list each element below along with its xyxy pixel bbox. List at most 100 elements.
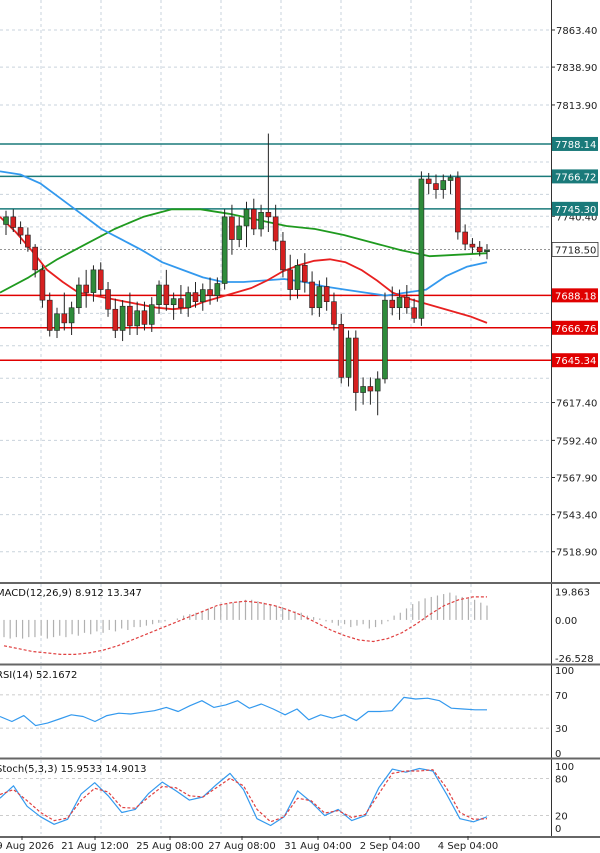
candle-bullish[interactable] (258, 212, 264, 230)
candle-bullish[interactable] (396, 296, 403, 309)
current-price-box (551, 242, 599, 257)
candle-bullish[interactable] (90, 269, 97, 293)
macd-label: MACD(12,26,9) 8.912 13.347 (0, 588, 142, 599)
candle-bearish[interactable] (404, 296, 410, 309)
candle-bearish[interactable] (112, 308, 119, 331)
candle-bearish[interactable] (105, 289, 111, 310)
candle-bearish[interactable] (272, 216, 279, 242)
candle-bearish[interactable] (10, 216, 17, 228)
price-y-tick-label: 7617.40 (556, 399, 597, 410)
candle-bearish[interactable] (476, 246, 483, 253)
candle-bearish[interactable] (229, 216, 235, 240)
candle-bearish[interactable] (250, 208, 257, 230)
candle-bearish[interactable] (25, 234, 31, 248)
level-label-7745.30: 7745.30 (555, 205, 596, 216)
x-tick-label: 4 Sep 04:00 (438, 841, 498, 852)
price-y-tick-label: 7592.40 (556, 436, 597, 447)
candle-bearish[interactable] (455, 177, 461, 233)
candle-bearish[interactable] (411, 307, 417, 319)
candle-bearish[interactable] (265, 212, 272, 218)
candles-layer[interactable] (3, 133, 490, 416)
candle-bearish[interactable] (141, 310, 148, 325)
candle-bearish[interactable] (433, 183, 439, 190)
level-label-box (552, 136, 598, 151)
candle-bullish[interactable] (447, 177, 454, 181)
price-y-tick-label: 7740.40 (556, 212, 597, 223)
candle-bullish[interactable] (382, 299, 388, 380)
candle-bearish[interactable] (83, 284, 89, 293)
candle-bullish[interactable] (68, 307, 75, 324)
candle-bullish[interactable] (3, 216, 9, 225)
candle-bullish[interactable] (170, 298, 177, 306)
candle-bullish[interactable] (243, 208, 250, 227)
candle-bearish[interactable] (192, 292, 199, 302)
candle-bearish[interactable] (127, 305, 133, 327)
candle-bullish[interactable] (236, 225, 243, 240)
candle-bullish[interactable] (418, 178, 425, 319)
candle-bullish[interactable] (440, 180, 447, 190)
stoch-signal-line (0, 769, 488, 823)
candle-bearish[interactable] (331, 301, 337, 325)
stoch-y-tick-label: 20 (555, 812, 568, 823)
current-price-label: 7718.50 (555, 245, 596, 256)
level-label-7666.76: 7666.76 (555, 324, 596, 335)
candle-bearish[interactable] (32, 246, 38, 271)
x-tick-label: 27 Aug 08:00 (208, 841, 275, 852)
stoch-y-tick-label: 100 (555, 762, 574, 773)
candle-bearish[interactable] (39, 269, 46, 301)
ema-slow-line (0, 208, 488, 294)
candle-bearish[interactable] (462, 231, 468, 245)
candle-bearish[interactable] (287, 269, 294, 290)
candle-bearish[interactable] (353, 337, 359, 393)
candle-bearish[interactable] (425, 178, 432, 184)
level-label-7766.72: 7766.72 (555, 172, 596, 183)
level-label-box (552, 353, 598, 368)
candle-bullish[interactable] (148, 304, 155, 325)
candle-bearish[interactable] (323, 286, 330, 302)
candle-bullish[interactable] (119, 305, 126, 331)
stoch-y-tick-label: 80 (555, 774, 568, 785)
candle-bullish[interactable] (76, 284, 82, 309)
candle-bullish[interactable] (214, 283, 221, 296)
candle-bullish[interactable] (199, 289, 206, 302)
price-y-tick-label: 7518.90 (556, 548, 597, 559)
candle-bearish[interactable] (97, 269, 104, 290)
candle-bullish[interactable] (156, 284, 162, 306)
candle-bearish[interactable] (46, 299, 53, 331)
candle-bearish[interactable] (469, 243, 476, 248)
candle-bearish[interactable] (280, 240, 286, 271)
candle-bullish[interactable] (54, 313, 60, 331)
candle-bearish[interactable] (302, 265, 308, 283)
level-label-box (552, 320, 598, 335)
candle-bearish[interactable] (338, 324, 345, 378)
candle-bearish[interactable] (207, 289, 213, 296)
candle-bullish[interactable] (185, 292, 191, 309)
macd-y-tick-label: 0.00 (555, 616, 577, 627)
macd-y-tick-label: 19.863 (555, 587, 590, 598)
candle-bearish[interactable] (309, 281, 315, 309)
x-tick-label: 31 Aug 04:00 (284, 841, 351, 852)
candle-bearish[interactable] (367, 386, 374, 392)
candle-bearish[interactable] (178, 298, 184, 309)
candle-bullish[interactable] (345, 337, 352, 378)
candle-bullish[interactable] (134, 310, 140, 327)
candle-bearish[interactable] (61, 313, 68, 324)
candle-bullish[interactable] (294, 265, 301, 290)
candle-bullish[interactable] (221, 216, 228, 284)
candle-bearish[interactable] (389, 299, 396, 309)
rsi-y-tick-label: 70 (555, 691, 568, 702)
price-y-tick-label: 7813.90 (556, 101, 597, 112)
x-tick-label: 19 Aug 2026 (0, 841, 54, 852)
candle-bullish[interactable] (316, 286, 323, 309)
candle-bullish[interactable] (360, 386, 366, 393)
candle-bullish[interactable] (484, 249, 490, 253)
candle-bearish[interactable] (17, 227, 24, 236)
candle-bearish[interactable] (163, 284, 170, 306)
price-y-tick-label: 7543.40 (556, 511, 597, 522)
candle-bullish[interactable] (374, 378, 381, 392)
rsi-y-tick-label: 0 (555, 749, 561, 760)
x-tick-label: 2 Sep 04:00 (360, 841, 420, 852)
